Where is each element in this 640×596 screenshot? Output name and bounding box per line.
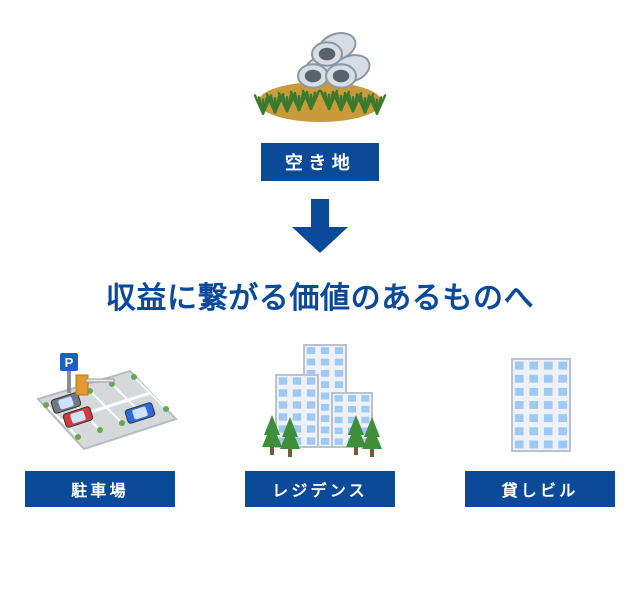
residence-label: レジデンス <box>245 471 395 507</box>
option-building: 貸しビル <box>450 341 630 507</box>
parking-illustration: P <box>20 341 180 461</box>
options-row: P 駐車場 レジデンス 貸しビル <box>0 341 640 507</box>
residence-illustration <box>240 341 400 461</box>
headline-text: 収益に繋がる価値のあるものへ <box>106 273 534 317</box>
arrow-down-icon <box>290 199 350 259</box>
option-parking: P 駐車場 <box>10 341 190 507</box>
svg-text:P: P <box>65 355 74 370</box>
building-label: 貸しビル <box>465 471 615 507</box>
vacant-land-illustration <box>245 20 395 135</box>
option-residence: レジデンス <box>230 341 410 507</box>
building-illustration <box>460 341 620 461</box>
vacant-land-label: 空き地 <box>261 143 379 181</box>
parking-label: 駐車場 <box>25 471 175 507</box>
